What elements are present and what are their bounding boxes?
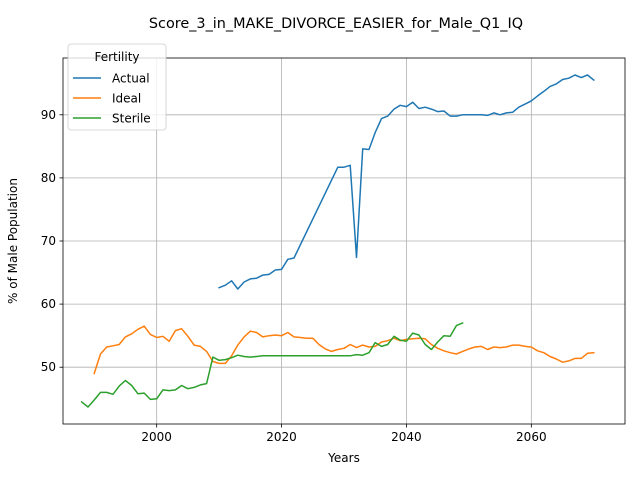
y-tick-label: 60	[41, 297, 56, 311]
legend-title: Fertility	[94, 50, 139, 64]
x-tick-label: 2000	[141, 430, 172, 444]
x-axis: 2000 2020 2040 2060	[141, 424, 547, 444]
x-tick-label: 2060	[516, 430, 547, 444]
y-tick-label: 70	[41, 234, 56, 248]
x-tick-label: 2020	[266, 430, 297, 444]
legend-label-ideal: Ideal	[112, 92, 141, 106]
x-tick-label: 2040	[391, 430, 422, 444]
y-axis-label: % of Male Population	[6, 178, 20, 304]
legend: Fertility Actual Ideal Sterile	[67, 43, 167, 131]
legend-items: Actual Ideal Sterile	[73, 72, 151, 126]
legend-label-sterile: Sterile	[112, 112, 151, 126]
legend-box	[67, 43, 167, 131]
y-tick-label: 80	[41, 171, 56, 185]
series-line-sterile	[80, 322, 464, 408]
y-tick-label: 50	[41, 360, 56, 374]
y-axis: 50 60 70 80 90	[41, 108, 63, 374]
chart-title: Score_3_in_MAKE_DIVORCE_EASIER_for_Male_…	[149, 16, 523, 32]
series-line-ideal	[93, 325, 595, 375]
x-axis-label: Years	[327, 451, 360, 465]
y-tick-label: 90	[41, 108, 56, 122]
series-line-actual	[218, 74, 595, 290]
series-layer	[80, 74, 595, 408]
legend-label-actual: Actual	[112, 72, 150, 86]
